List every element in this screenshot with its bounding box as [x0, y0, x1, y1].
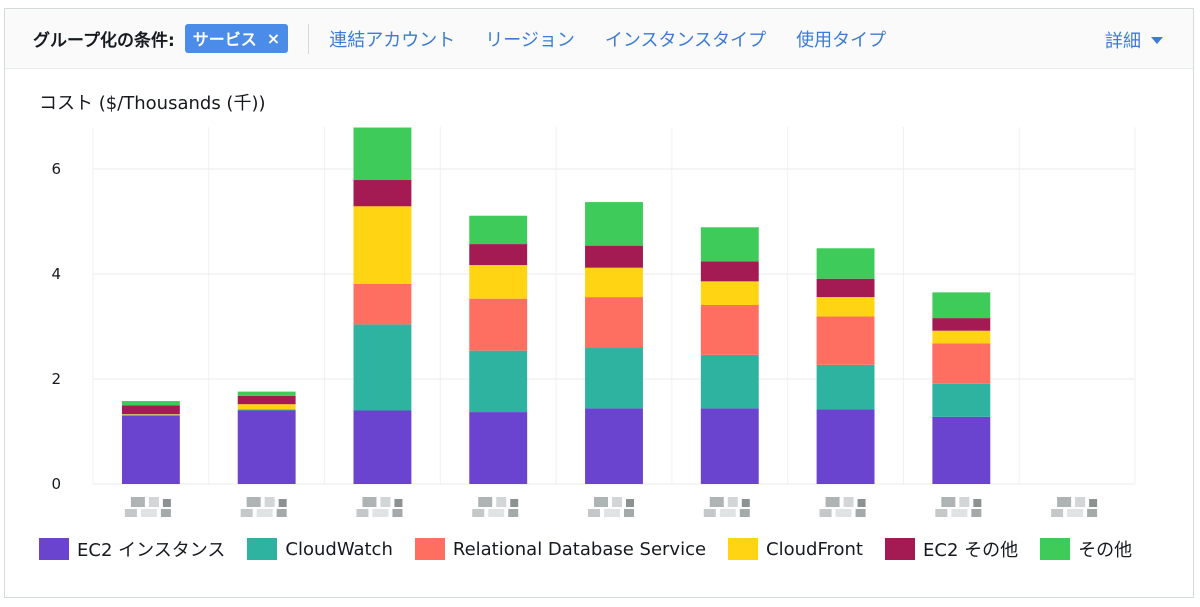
bar-segment-5-3	[353, 180, 412, 207]
bar-segment-1-7	[816, 409, 875, 484]
bar-segment-5-1	[121, 405, 180, 415]
x-tick-label-redacted	[240, 497, 287, 517]
bar-segment-1-3	[353, 410, 412, 484]
legend-swatch	[39, 538, 69, 560]
bar-segment-6-4	[469, 215, 528, 245]
group-by-label: グループ化の条件:	[33, 31, 175, 51]
bar-segment-1-1	[121, 415, 180, 484]
group-by-chip-service[interactable]: サービス ×	[184, 24, 289, 53]
x-tick-label-redacted	[588, 497, 634, 517]
bar-segment-2-4	[469, 350, 528, 413]
bar-segment-4-4	[469, 265, 528, 299]
bar-segment-4-8	[932, 330, 991, 344]
detail-label: 詳細	[1105, 31, 1141, 52]
legend-item-3[interactable]: Relational Database Service	[414, 538, 707, 560]
bar-segment-6-7	[816, 248, 875, 279]
bar-segment-3-7	[816, 316, 875, 365]
y-tick-label: 6	[51, 160, 61, 178]
bar-segment-6-6	[700, 227, 759, 262]
bar-segment-5-6	[700, 261, 759, 282]
chart-legend: EC2 インスタンス CloudWatch Relational Database …	[39, 536, 1154, 562]
bar-segment-4-1	[121, 414, 180, 415]
legend-label: EC2 その他	[923, 540, 1019, 561]
cost-chart-panel: グループ化の条件: サービス × 連結アカウント リージョン インスタンスタイプ…	[4, 8, 1194, 598]
legend-swatch	[247, 538, 278, 560]
bar-segment-6-5	[585, 202, 643, 246]
legend-label: CloudWatch	[285, 538, 393, 560]
caret-down-icon	[1151, 36, 1163, 44]
bar-segment-4-3	[353, 206, 412, 284]
bar-segment-4-6	[700, 281, 759, 305]
x-tick-label-redacted	[935, 497, 982, 517]
legend-swatch	[414, 538, 445, 560]
x-tick-label-redacted	[1051, 497, 1098, 517]
y-tick-label: 0	[51, 475, 61, 493]
y-tick-label: 2	[51, 370, 61, 388]
bar-segment-4-7	[816, 297, 875, 317]
bar-segment-6-1	[121, 401, 180, 406]
bar-segment-5-2	[237, 395, 296, 405]
bar-segment-3-3	[353, 283, 412, 325]
toolbar-divider	[308, 23, 310, 54]
group-option-linked-account[interactable]: 連結アカウント	[329, 29, 456, 51]
y-axis-label: コスト ($/Thousands (千))	[39, 93, 266, 114]
bar-segment-6-2	[237, 391, 296, 396]
bar-segment-6-3	[353, 127, 412, 181]
close-icon[interactable]: ×	[266, 28, 281, 48]
bar-segment-1-6	[700, 408, 759, 484]
x-tick-label-redacted	[819, 497, 866, 517]
legend-swatch	[1040, 538, 1071, 560]
legend-label: その他	[1078, 540, 1133, 561]
bar-segment-2-7	[816, 364, 875, 410]
legend-swatch	[885, 538, 915, 560]
legend-item-4[interactable]: CloudFront	[728, 538, 863, 560]
group-by-toolbar: グループ化の条件: サービス × 連結アカウント リージョン インスタンスタイプ…	[5, 9, 1193, 69]
bar-segment-5-8	[932, 318, 991, 331]
legend-item-6[interactable]: その他	[1040, 536, 1132, 562]
stacked-bar-chart: 0 2 4 6	[51, 127, 1136, 517]
bar-segment-2-8	[932, 383, 991, 417]
chip-label: サービス	[192, 30, 257, 49]
detail-dropdown[interactable]: 詳細	[1105, 27, 1163, 53]
bar-segment-3-6	[700, 304, 759, 355]
legend-item-1[interactable]: EC2 インスタンス	[39, 536, 225, 562]
legend-swatch	[728, 538, 759, 560]
bar-segment-1-2	[237, 410, 296, 484]
bar-segment-2-3	[353, 324, 412, 411]
bar-segment-3-8	[932, 343, 991, 384]
y-tick-label: 4	[51, 265, 61, 283]
bar-segment-5-5	[585, 245, 643, 268]
bar-segment-2-6	[700, 354, 759, 409]
legend-label: CloudFront	[766, 538, 863, 560]
bar-segment-3-5	[585, 297, 643, 349]
x-tick-label-redacted	[472, 497, 519, 517]
bar-segment-1-5	[585, 408, 643, 484]
bar-segment-6-8	[932, 292, 991, 319]
bar-segment-2-1	[121, 414, 180, 416]
group-option-usage-type[interactable]: 使用タイプ	[796, 29, 887, 51]
bar-segment-2-5	[585, 348, 643, 409]
x-tick-label-redacted	[703, 497, 750, 517]
legend-item-2[interactable]: CloudWatch	[247, 538, 393, 560]
bar-segment-4-5	[585, 267, 643, 298]
group-option-region[interactable]: リージョン	[485, 29, 575, 51]
x-tick-label-redacted	[124, 497, 171, 517]
bar-segment-1-8	[932, 416, 991, 484]
bar-segment-5-7	[816, 278, 875, 298]
bar-segment-2-2	[237, 409, 296, 411]
legend-item-5[interactable]: EC2 その他	[885, 536, 1018, 562]
group-option-instance-type[interactable]: インスタンスタイプ	[604, 29, 767, 51]
legend-label: Relational Database Service	[452, 538, 707, 560]
bar-segment-4-2	[237, 404, 296, 410]
bar-segment-3-4	[469, 298, 528, 351]
x-tick-label-redacted	[356, 497, 403, 517]
legend-label: EC2 インスタンス	[77, 540, 226, 561]
bar-segment-1-4	[469, 412, 528, 484]
bar-segment-5-4	[469, 244, 528, 266]
